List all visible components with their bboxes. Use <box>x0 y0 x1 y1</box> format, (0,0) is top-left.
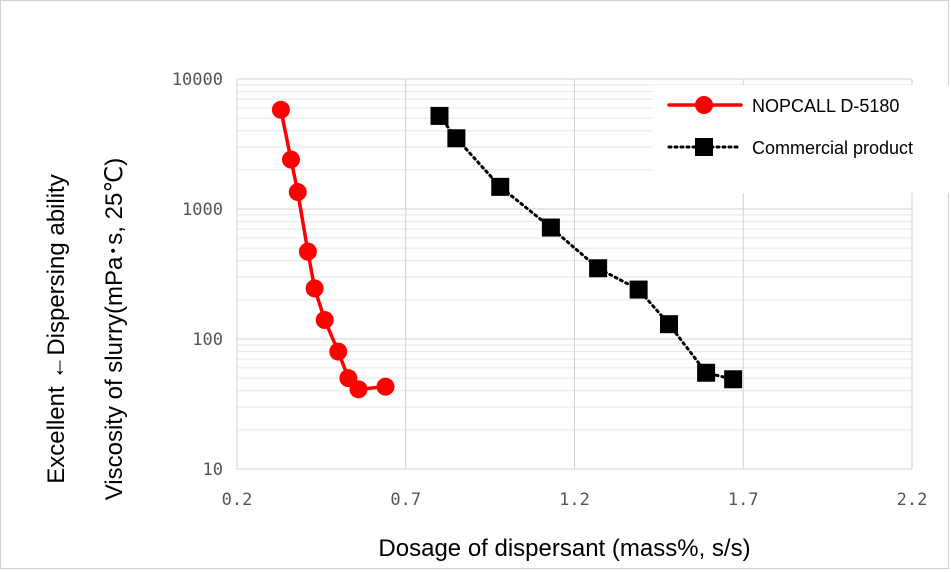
x-tick-label: 2.2 <box>897 490 928 510</box>
data-point <box>660 315 678 334</box>
data-point <box>430 106 449 125</box>
data-point <box>298 242 317 261</box>
series-1 <box>271 100 395 399</box>
data-point <box>288 183 307 202</box>
data-point <box>349 380 368 399</box>
data-point <box>315 311 334 330</box>
data-point <box>589 259 608 278</box>
data-point <box>697 363 716 382</box>
data-point <box>491 177 510 196</box>
data-point <box>329 342 348 361</box>
y-tick-label: 10 <box>203 460 223 480</box>
data-point <box>629 280 648 299</box>
y-tick-label: 1000 <box>182 200 223 220</box>
data-point <box>282 150 300 169</box>
tick-labels: 0.2 0.7 1.2 1.7 2.2 10 100 1000 10000 <box>172 70 928 510</box>
data-point <box>271 100 290 119</box>
legend-marker <box>695 96 713 114</box>
x-axis-title: Dosage of dispersant (mass%, s/s) <box>378 535 750 562</box>
x-tick-label: 0.7 <box>390 490 421 510</box>
y-axis-outer-title: Excellent ←Dispersing ability <box>43 174 70 483</box>
x-tick-label: 0.2 <box>222 490 253 510</box>
legend-label: Commercial product <box>752 138 913 158</box>
data-point <box>541 218 560 237</box>
x-tick-label: 1.7 <box>728 490 759 510</box>
data-point <box>724 370 743 389</box>
legend-marker <box>695 138 713 156</box>
data-point <box>376 377 395 396</box>
y-tick-label: 100 <box>192 330 223 350</box>
y-tick-label: 10000 <box>172 70 223 90</box>
x-tick-label: 1.2 <box>559 490 590 510</box>
data-point <box>447 129 466 148</box>
legend: NOPCALL D-5180 Commercial product <box>653 85 949 193</box>
data-point <box>305 279 324 298</box>
legend-label: NOPCALL D-5180 <box>752 96 899 116</box>
series-2 <box>430 106 743 389</box>
series-layer <box>271 100 743 399</box>
y-axis-title: Viscosity of slurry(mPa･s, 25℃) <box>101 158 128 501</box>
